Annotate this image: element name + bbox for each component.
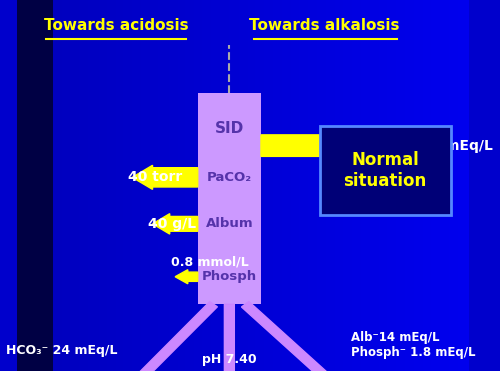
- Bar: [320, 126, 450, 215]
- Text: 40 g/L: 40 g/L: [148, 217, 196, 231]
- Text: Towards alkalosis: Towards alkalosis: [249, 19, 400, 33]
- FancyArrow shape: [132, 165, 198, 189]
- Text: Towards acidosis: Towards acidosis: [44, 19, 189, 33]
- Text: PaCO₂: PaCO₂: [207, 171, 252, 184]
- FancyArrow shape: [261, 132, 432, 160]
- Text: Album: Album: [206, 217, 253, 230]
- FancyArrow shape: [242, 302, 336, 371]
- FancyArrow shape: [132, 302, 218, 371]
- Text: 40 torr: 40 torr: [128, 170, 182, 184]
- FancyArrow shape: [175, 270, 198, 284]
- Text: 39 mEq/L: 39 mEq/L: [422, 139, 493, 152]
- Text: Phosph: Phosph: [202, 270, 257, 283]
- Text: SID: SID: [214, 121, 244, 136]
- Text: pH 7.40: pH 7.40: [202, 353, 256, 367]
- Text: 0.8 mmol/L: 0.8 mmol/L: [170, 255, 248, 268]
- Text: Normal
situation: Normal situation: [344, 151, 427, 190]
- FancyArrow shape: [152, 214, 198, 234]
- Bar: [198, 93, 261, 304]
- Text: Alb⁻14 mEq/L
Phosph⁻ 1.8 mEq/L: Alb⁻14 mEq/L Phosph⁻ 1.8 mEq/L: [352, 331, 476, 359]
- Text: HCO₃⁻ 24 mEq/L: HCO₃⁻ 24 mEq/L: [6, 344, 118, 357]
- Bar: [17, 0, 53, 371]
- FancyArrow shape: [221, 304, 238, 371]
